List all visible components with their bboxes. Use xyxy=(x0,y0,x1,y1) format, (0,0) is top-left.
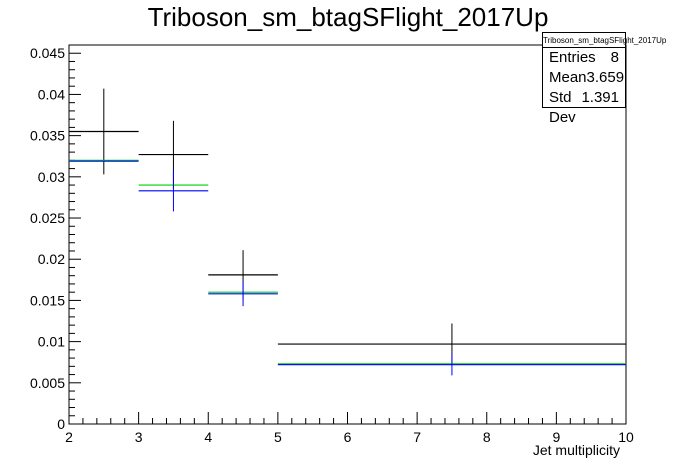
x-tick-label: 2 xyxy=(65,429,73,445)
y-tick-label: 0.005 xyxy=(30,375,65,391)
x-tick-label: 4 xyxy=(204,429,212,445)
plot-title: Triboson_sm_btagSFlight_2017Up xyxy=(147,2,549,32)
y-tick-label: 0.025 xyxy=(30,210,65,226)
stats-label: Mean xyxy=(549,69,587,86)
y-tick-label: 0.02 xyxy=(38,251,65,267)
x-tick-label: 8 xyxy=(483,429,491,445)
stats-label: Entries xyxy=(549,49,596,66)
y-tick-label: 0.045 xyxy=(30,45,65,61)
y-tick-label: 0.035 xyxy=(30,128,65,144)
x-axis-label: Jet multiplicity xyxy=(533,442,620,458)
y-tick-label: 0.03 xyxy=(38,169,65,185)
stats-value: 1.391 xyxy=(581,89,619,106)
stats-row-entries: Entries 8 xyxy=(543,48,625,68)
stats-label: Std Dev xyxy=(549,89,576,126)
stats-row-stddev: Std Dev 1.391 xyxy=(543,88,625,126)
stats-box-name: Triboson_sm_btagSFlight_2017Up xyxy=(543,33,666,48)
y-tick-label: 0.04 xyxy=(38,86,65,102)
x-tick-label: 10 xyxy=(618,429,634,445)
stats-value: 3.659 xyxy=(586,69,625,86)
x-tick-label: 3 xyxy=(135,429,143,445)
stats-box: Triboson_sm_btagSFlight_2017Up Entries 8… xyxy=(542,32,666,126)
stats-row-mean: Mean 3.659 xyxy=(543,68,625,88)
x-tick-label: 9 xyxy=(552,429,560,445)
y-tick-label: 0.01 xyxy=(38,334,65,350)
y-tick-label: 0 xyxy=(57,416,65,432)
x-tick-label: 7 xyxy=(413,429,421,445)
x-tick-label: 6 xyxy=(344,429,352,445)
stats-value: 8 xyxy=(610,49,619,66)
axis-tick-labels: 2 3 4 5 6 7 8 9 10 0 0.005 0.01 0.015 0.02 0.025 0.03 0.… xyxy=(30,45,634,445)
y-tick-label: 0.015 xyxy=(30,292,65,308)
x-tick-label: 5 xyxy=(274,429,282,445)
histogram-marks xyxy=(69,88,626,376)
